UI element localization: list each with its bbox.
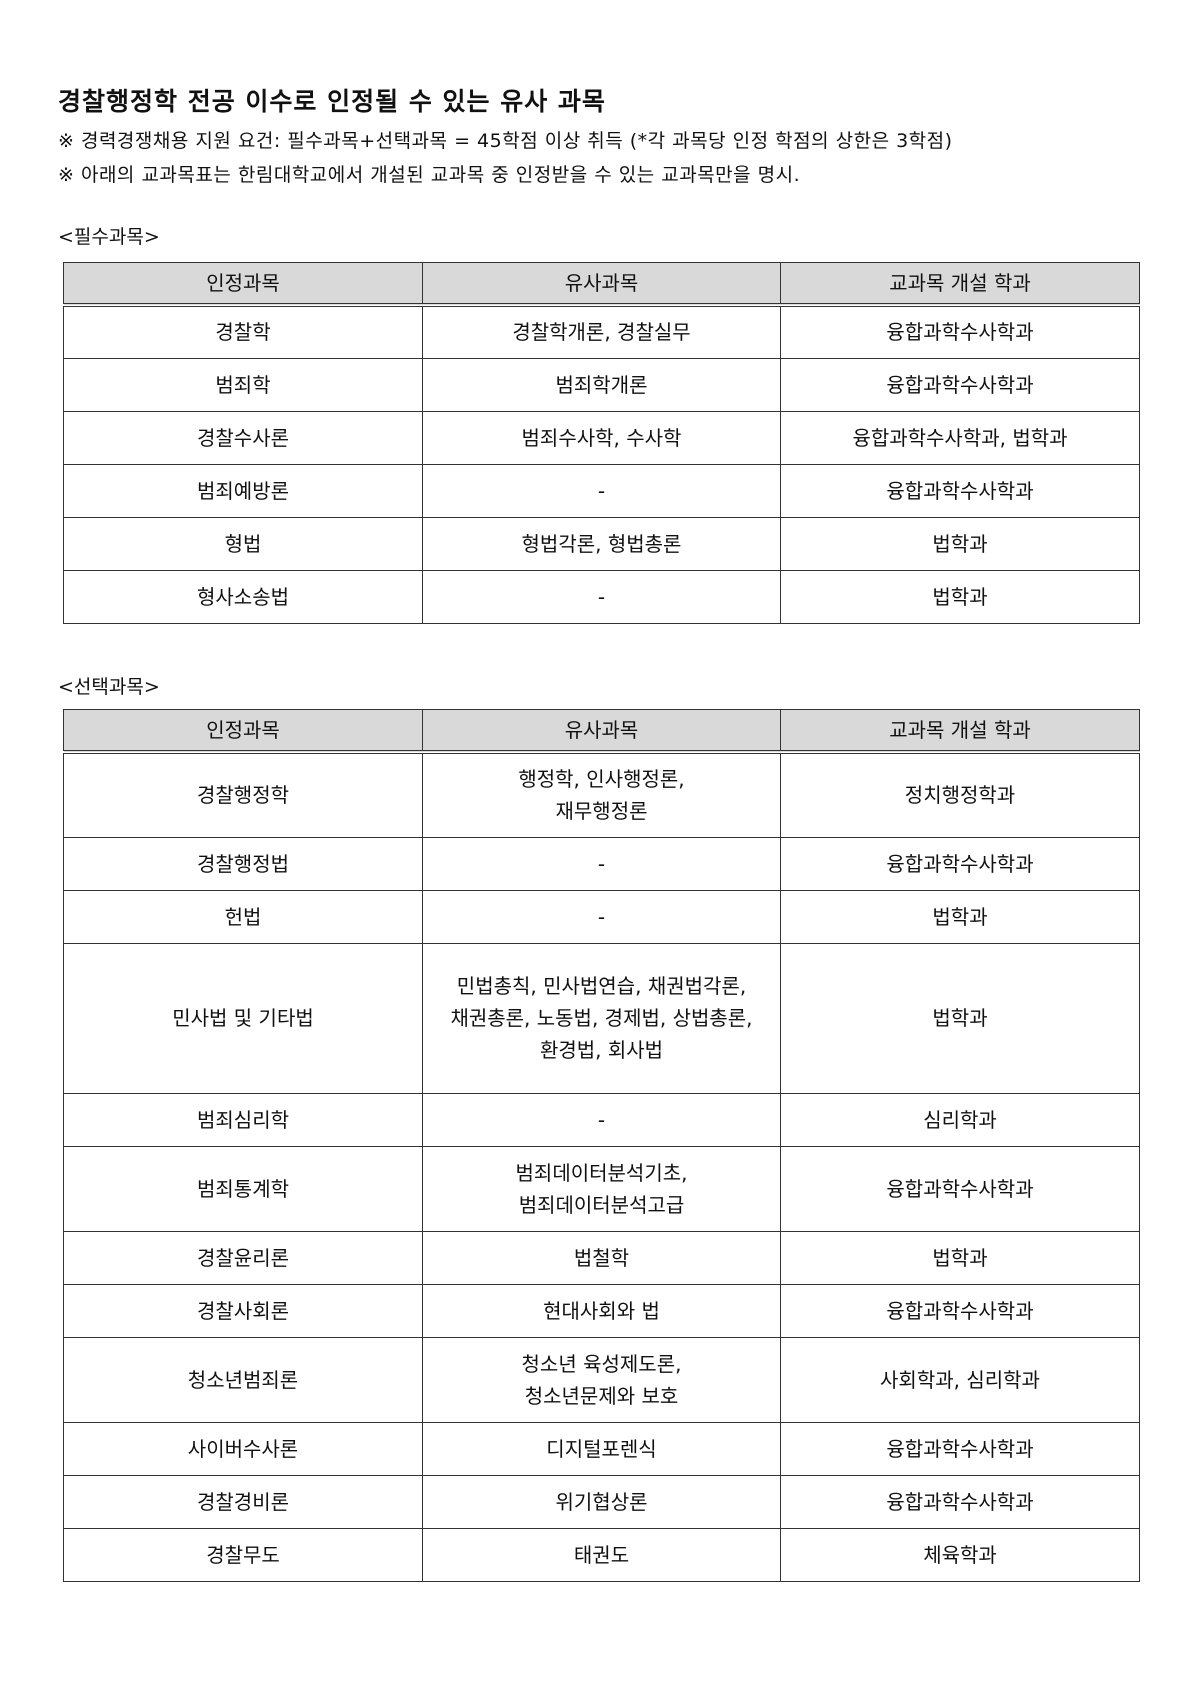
header-similar-course: 유사과목 (422, 262, 781, 307)
header-similar-course: 유사과목 (422, 709, 781, 754)
table-row: 사이버수사론 디지털포렌식 융합과학수사학과 (63, 1421, 1140, 1476)
required-courses-table: 인정과목 유사과목 교과목 개설 학과 경찰학 경찰학개론, 경찰실무 융합과학수사… (63, 262, 1140, 624)
similar-course-cell: 행정학, 인사행정론, 재무행정론 (422, 751, 781, 838)
similar-course-cell: 청소년 육성제도론, 청소년문제와 보호 (422, 1336, 781, 1423)
similar-course-cell: 디지털포렌식 (422, 1421, 781, 1476)
similar-course-cell: 민법총칙, 민사법연습, 채권법각론, 채권총론, 노동법, 경제법, 상법총론… (422, 942, 781, 1094)
scope-note: ※ 아래의 교과목표는 한림대학교에서 개설된 교과목 중 인정받을 수 있는 … (58, 164, 801, 186)
department-cell: 융합과학수사학과, 법학과 (780, 410, 1140, 465)
table-row: 경찰수사론 범죄수사학, 수사학 융합과학수사학과, 법학과 (63, 410, 1140, 465)
recognized-course-cell: 경찰무도 (63, 1527, 423, 1582)
similar-course-cell: 범죄학개론 (422, 357, 781, 412)
recognized-course-cell: 경찰경비론 (63, 1474, 423, 1529)
similar-course-cell: 현대사회와 법 (422, 1283, 781, 1338)
similar-course-cell: 위기협상론 (422, 1474, 781, 1529)
recognized-course-cell: 청소년범죄론 (63, 1336, 423, 1423)
recognized-course-cell: 경찰행정학 (63, 751, 423, 838)
department-cell: 융합과학수사학과 (780, 1283, 1140, 1338)
recognized-course-cell: 민사법 및 기타법 (63, 942, 423, 1094)
recognized-course-cell: 범죄심리학 (63, 1092, 423, 1147)
similar-course-cell: 범죄데이터분석기초, 범죄데이터분석고급 (422, 1145, 781, 1232)
department-cell: 융합과학수사학과 (780, 836, 1140, 891)
similar-course-cell: 태권도 (422, 1527, 781, 1582)
recognized-course-cell: 범죄학 (63, 357, 423, 412)
table-row: 경찰행정학 행정학, 인사행정론, 재무행정론 정치행정학과 (63, 751, 1140, 838)
header-recognized-course: 인정과목 (63, 262, 423, 307)
recognized-course-cell: 경찰행정법 (63, 836, 423, 891)
table-row: 범죄학 범죄학개론 융합과학수사학과 (63, 357, 1140, 412)
department-cell: 융합과학수사학과 (780, 1421, 1140, 1476)
recognized-course-cell: 경찰학 (63, 304, 423, 359)
table-row: 경찰사회론 현대사회와 법 융합과학수사학과 (63, 1283, 1140, 1338)
similar-course-cell: 경찰학개론, 경찰실무 (422, 304, 781, 359)
department-cell: 융합과학수사학과 (780, 1145, 1140, 1232)
table-row: 헌법 - 법학과 (63, 889, 1140, 944)
department-cell: 법학과 (780, 1230, 1140, 1285)
recognized-course-cell: 경찰수사론 (63, 410, 423, 465)
similar-course-cell: 형법각론, 형법총론 (422, 516, 781, 571)
recognized-course-cell: 범죄예방론 (63, 463, 423, 518)
recognized-course-cell: 범죄통계학 (63, 1145, 423, 1232)
table-row: 범죄예방론 - 융합과학수사학과 (63, 463, 1140, 518)
table-row: 민사법 및 기타법 민법총칙, 민사법연습, 채권법각론, 채권총론, 노동법, … (63, 942, 1140, 1094)
table-row: 청소년범죄론 청소년 육성제도론, 청소년문제와 보호 사회학과, 심리학과 (63, 1336, 1140, 1423)
table-row: 범죄통계학 범죄데이터분석기초, 범죄데이터분석고급 융합과학수사학과 (63, 1145, 1140, 1232)
table-row: 경찰윤리론 법철학 법학과 (63, 1230, 1140, 1285)
header-recognized-course: 인정과목 (63, 709, 423, 754)
department-cell: 법학과 (780, 889, 1140, 944)
header-department: 교과목 개설 학과 (780, 262, 1140, 307)
table-row: 범죄심리학 - 심리학과 (63, 1092, 1140, 1147)
department-cell: 융합과학수사학과 (780, 463, 1140, 518)
department-cell: 법학과 (780, 942, 1140, 1094)
table-row: 형법 형법각론, 형법총론 법학과 (63, 516, 1140, 571)
department-cell: 법학과 (780, 569, 1140, 624)
similar-course-cell: 범죄수사학, 수사학 (422, 410, 781, 465)
table-row: 경찰무도 태권도 체육학과 (63, 1527, 1140, 1582)
table-row: 경찰경비론 위기협상론 융합과학수사학과 (63, 1474, 1140, 1529)
department-cell: 심리학과 (780, 1092, 1140, 1147)
recognized-course-cell: 형법 (63, 516, 423, 571)
department-cell: 법학과 (780, 516, 1140, 571)
recognized-course-cell: 형사소송법 (63, 569, 423, 624)
recognized-course-cell: 헌법 (63, 889, 423, 944)
department-cell: 체육학과 (780, 1527, 1140, 1582)
header-department: 교과목 개설 학과 (780, 709, 1140, 754)
recognized-course-cell: 경찰윤리론 (63, 1230, 423, 1285)
similar-course-cell: 법철학 (422, 1230, 781, 1285)
elective-section-label: <선택과목> (58, 676, 160, 698)
similar-course-cell: - (422, 1092, 781, 1147)
similar-course-cell: - (422, 836, 781, 891)
table-row: 경찰학 경찰학개론, 경찰실무 융합과학수사학과 (63, 304, 1140, 359)
requirement-note: ※ 경력경쟁채용 지원 요건: 필수과목+선택과목 = 45학점 이상 취득 (… (58, 130, 953, 152)
table-row: 경찰행정법 - 융합과학수사학과 (63, 836, 1140, 891)
page-title: 경찰행정학 전공 이수로 인정될 수 있는 유사 과목 (58, 87, 606, 116)
department-cell: 사회학과, 심리학과 (780, 1336, 1140, 1423)
department-cell: 융합과학수사학과 (780, 304, 1140, 359)
required-section-label: <필수과목> (58, 226, 160, 248)
department-cell: 융합과학수사학과 (780, 1474, 1140, 1529)
table-row: 형사소송법 - 법학과 (63, 569, 1140, 624)
department-cell: 정치행정학과 (780, 751, 1140, 838)
elective-courses-table: 인정과목 유사과목 교과목 개설 학과 경찰행정학 행정학, 인사행정론, 재무행… (63, 709, 1140, 1582)
department-cell: 융합과학수사학과 (780, 357, 1140, 412)
similar-course-cell: - (422, 569, 781, 624)
recognized-course-cell: 경찰사회론 (63, 1283, 423, 1338)
recognized-course-cell: 사이버수사론 (63, 1421, 423, 1476)
similar-course-cell: - (422, 463, 781, 518)
similar-course-cell: - (422, 889, 781, 944)
